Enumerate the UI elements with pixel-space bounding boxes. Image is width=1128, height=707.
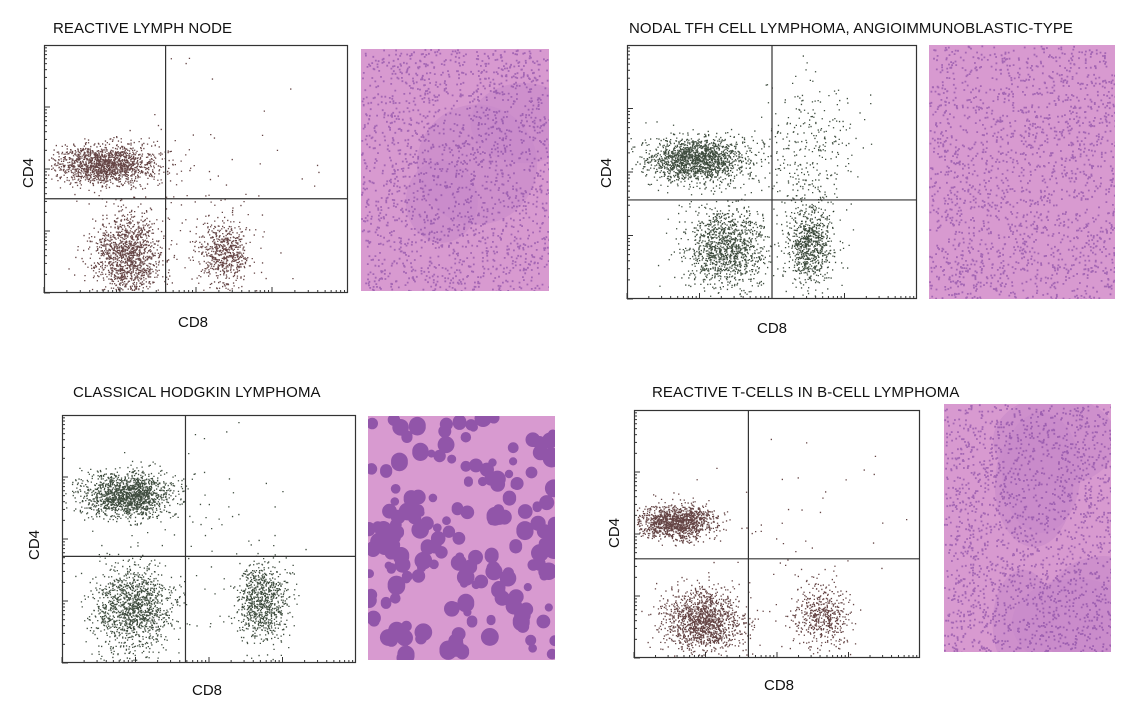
- nucleus-cluster: [361, 49, 549, 291]
- histology-image: [944, 404, 1111, 652]
- nucleus-cluster: [368, 416, 555, 660]
- population-cd4-cd8-: [188, 198, 267, 292]
- chart-title: REACTIVE T-CELLS IN B-CELL LYMPHOMA: [652, 384, 960, 401]
- x-axis-label: CD8: [178, 314, 209, 331]
- histology-image: [929, 45, 1115, 299]
- nuclei: [944, 404, 1111, 652]
- x-axis-label: CD8: [757, 320, 788, 337]
- histology-image: [368, 416, 555, 660]
- flow-plot: [61, 414, 357, 664]
- population-cd4-cd8-: [775, 568, 862, 655]
- population-cd4-cd8-: [48, 129, 192, 198]
- follicle: [470, 83, 549, 164]
- chart-title: CLASSICAL HODGKIN LYMPHOMA: [73, 384, 321, 401]
- chart-title: NODAL TFH CELL LYMPHOMA, ANGIOIMMUNOBLAS…: [629, 20, 1074, 37]
- population-cd4-cd8-: [641, 572, 771, 657]
- plot-frame: [633, 409, 921, 659]
- plot-frame: [61, 414, 357, 664]
- population-cd4-cd8-: [68, 184, 186, 292]
- flow-plot: [626, 44, 918, 300]
- population-cd4-cd8-: [65, 452, 206, 534]
- flow-plot: [43, 44, 349, 294]
- axis-ticks: [61, 417, 354, 664]
- population-smear: [729, 55, 873, 279]
- nucleus-cluster: [944, 404, 1111, 652]
- nuclei: [929, 45, 1115, 299]
- y-axis-label: CD4: [20, 157, 37, 188]
- population-cd4-cd8-: [657, 182, 804, 298]
- population-cd4-cd8-: [636, 492, 748, 547]
- x-axis-label: CD8: [192, 682, 223, 699]
- histology-image: [361, 49, 549, 291]
- axis-ticks: [43, 47, 346, 294]
- chart-title: REACTIVE LYMPH NODE: [53, 20, 233, 37]
- axis-ticks: [626, 47, 915, 300]
- flow-plot: [633, 409, 921, 659]
- event-dots: [630, 55, 873, 298]
- axis-ticks: [633, 412, 918, 659]
- event-dots: [48, 57, 320, 292]
- nucleus-cluster: [929, 45, 1115, 299]
- nuclei: [361, 49, 549, 291]
- population-cd4-cd8-: [630, 121, 778, 208]
- follicle: [993, 404, 1111, 486]
- y-axis-label: CD4: [606, 517, 623, 548]
- population-cd4-cd8-: [214, 534, 300, 661]
- y-axis-label: CD4: [598, 157, 615, 188]
- event-dots: [65, 422, 307, 661]
- population-cd4-cd8-: [776, 191, 855, 297]
- event-dots: [636, 438, 908, 657]
- x-axis-label: CD8: [764, 677, 795, 694]
- population-cd4-cd8-: [75, 535, 198, 661]
- nuclei: [368, 416, 555, 660]
- y-axis-label: CD4: [26, 529, 43, 560]
